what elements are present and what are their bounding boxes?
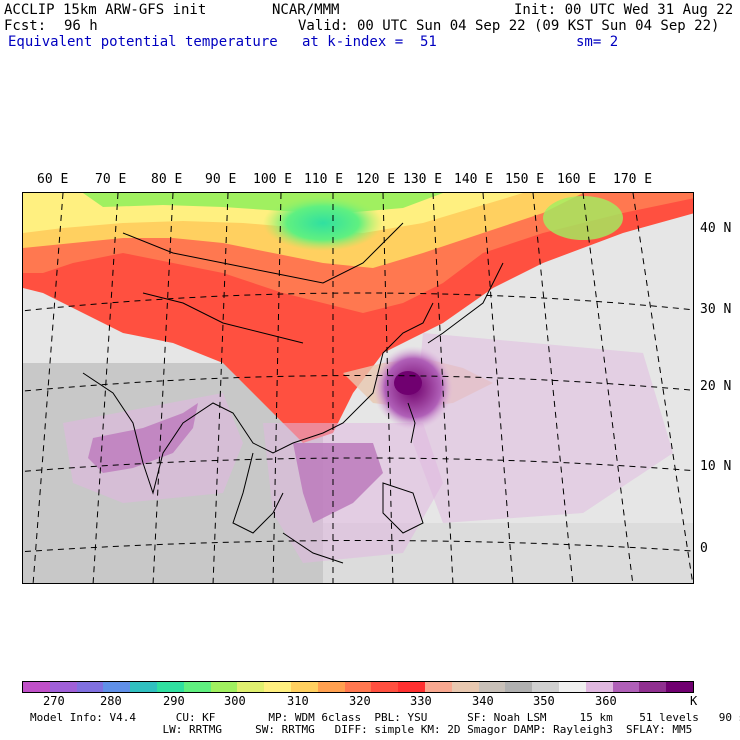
colorbar-tick: 270	[43, 694, 65, 708]
colorbar-tick: 310	[287, 694, 309, 708]
theta-e-field	[23, 193, 693, 583]
lat-label: 30 N	[700, 302, 732, 317]
model-title: ACCLIP 15km ARW-GFS init	[4, 2, 207, 18]
valid-time: Valid: 00 UTC Sun 04 Sep 22 (09 KST Sun …	[298, 18, 720, 34]
lon-label: 160 E	[557, 172, 597, 187]
model-info-line-1: Model Info: V4.4 CU: KF MP: WDM 6class P…	[30, 711, 740, 724]
lon-label: 120 E	[356, 172, 396, 187]
model-info-line-2: LW: RRTMG SW: RRTMG DIFF: simple KM: 2D …	[30, 723, 693, 736]
colorbar-swatch	[290, 682, 318, 692]
colorbar-tick: 330	[410, 694, 432, 708]
forecast-hours: 96 h	[64, 18, 98, 34]
colorbar-tick: 290	[163, 694, 185, 708]
init-time: Init: 00 UTC Wed 31 Aug 22	[514, 2, 734, 18]
colorbar-swatch	[237, 682, 265, 692]
lat-label: 20 N	[700, 379, 732, 394]
colorbar-swatch	[424, 682, 452, 692]
colorbar-swatch	[585, 682, 613, 692]
colorbar-tick: 360	[595, 694, 617, 708]
lat-label: 10 N	[700, 459, 732, 474]
lon-label: 100 E	[253, 172, 293, 187]
colorbar-tick: 300	[224, 694, 246, 708]
colorbar-swatch	[210, 682, 238, 692]
colorbar-swatch	[505, 682, 533, 692]
colorbar-swatch	[666, 682, 693, 692]
lat-label: 0	[700, 541, 708, 556]
colorbar-swatch	[156, 682, 184, 692]
center-label: NCAR/MMM	[272, 2, 340, 18]
colorbar-swatch	[130, 682, 157, 692]
colorbar-swatch	[478, 682, 506, 692]
colorbar-tick: 340	[472, 694, 494, 708]
lon-label: 70 E	[95, 172, 127, 187]
level-index: at k-index = 51	[302, 34, 437, 50]
lon-label: 130 E	[403, 172, 443, 187]
colorbar-tick: 320	[349, 694, 371, 708]
colorbar-swatch	[532, 682, 559, 692]
colorbar-swatch	[49, 682, 77, 692]
colorbar-swatch	[76, 682, 104, 692]
map-panel	[22, 192, 694, 584]
lon-label: 110 E	[304, 172, 344, 187]
lon-label: 60 E	[37, 172, 69, 187]
colorbar-swatch	[317, 682, 345, 692]
colorbar-swatch	[558, 682, 586, 692]
colorbar-swatch	[23, 682, 50, 692]
colorbar-swatch	[264, 682, 291, 692]
smoothing-value: sm= 2	[576, 34, 619, 50]
lon-label: 90 E	[205, 172, 237, 187]
colorbar-swatch	[183, 682, 211, 692]
colorbar-swatch	[103, 682, 131, 692]
colorbar	[22, 681, 694, 693]
colorbar-tick: 280	[100, 694, 122, 708]
lat-label: 40 N	[700, 221, 732, 236]
colorbar-swatch	[612, 682, 640, 692]
colorbar-swatch	[451, 682, 479, 692]
colorbar-swatch	[639, 682, 667, 692]
lon-label: 140 E	[454, 172, 494, 187]
colorbar-swatch	[344, 682, 372, 692]
colorbar-swatch	[398, 682, 425, 692]
colorbar-tick: 350	[533, 694, 555, 708]
field-name: Equivalent potential temperature	[8, 34, 278, 50]
colorbar-unit: K	[690, 694, 698, 708]
lon-label: 170 E	[613, 172, 653, 187]
colorbar-swatch	[371, 682, 399, 692]
lon-label: 80 E	[151, 172, 183, 187]
forecast-label: Fcst:	[4, 18, 47, 34]
lon-label: 150 E	[505, 172, 545, 187]
